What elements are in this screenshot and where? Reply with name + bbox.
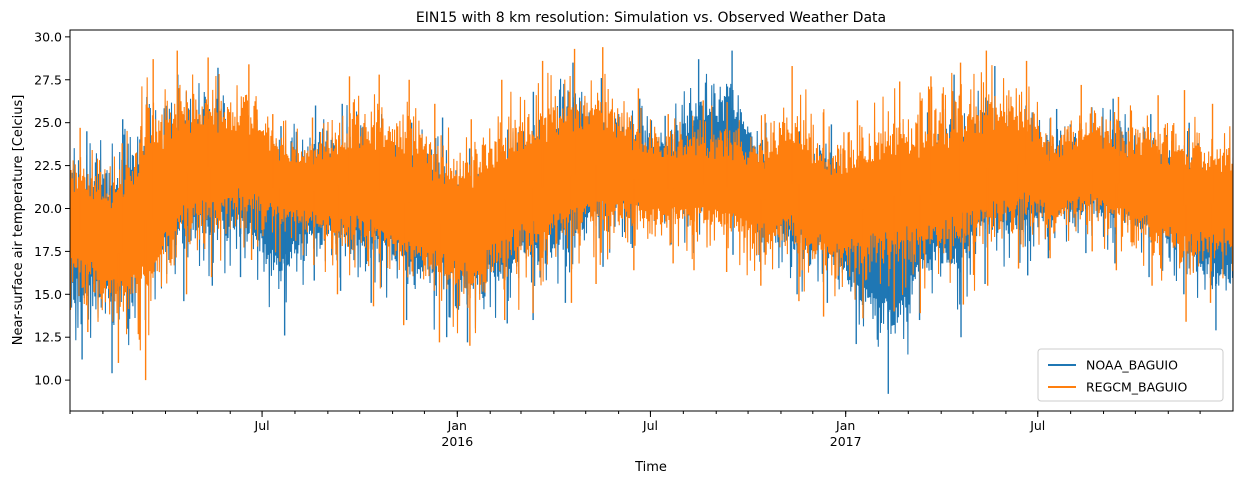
legend-label: NOAA_BAGUIO bbox=[1086, 358, 1178, 373]
y-tick-label: 17.5 bbox=[34, 244, 62, 259]
x-tick-label: Jan bbox=[835, 418, 855, 433]
legend-box bbox=[1037, 348, 1224, 402]
y-axis-label: Near-surface air temperature [Celcius] bbox=[11, 95, 26, 346]
x-tick-label: Jul bbox=[1029, 418, 1045, 433]
legend-label: REGCM_BAGUIO bbox=[1086, 380, 1187, 395]
y-tick-label: 30.0 bbox=[34, 29, 62, 44]
x-tick-label: Jul bbox=[642, 418, 658, 433]
y-tick-label: 25.0 bbox=[34, 115, 62, 130]
x-axis-label: Time bbox=[634, 460, 667, 475]
y-axis: 10.0 12.5 15.0 17.5 20.0 22.5 25.0 27.5 30.0 bbox=[34, 29, 70, 388]
y-tick-label: 27.5 bbox=[34, 72, 62, 87]
plot-frame bbox=[69, 29, 1234, 412]
x-tick-year-label: 2016 bbox=[441, 434, 473, 449]
chart-title: EIN15 with 8 km resolution: Simulation v… bbox=[416, 10, 886, 26]
x-tick-year-label: 2017 bbox=[830, 434, 862, 449]
series-layer bbox=[70, 47, 1233, 394]
x-tick-label: Jan bbox=[447, 418, 467, 433]
series-line-regcm-baguio bbox=[70, 65, 1233, 351]
y-tick-label: 12.5 bbox=[34, 330, 62, 345]
y-tick-label: 10.0 bbox=[34, 373, 62, 388]
x-tick-label: Jul bbox=[254, 418, 270, 433]
y-tick-label: 20.0 bbox=[34, 201, 62, 216]
y-tick-label: 22.5 bbox=[34, 158, 62, 173]
y-tick-label: 15.0 bbox=[34, 287, 62, 302]
legend: NOAA_BAGUIO REGCM_BAGUIO bbox=[1037, 348, 1224, 402]
